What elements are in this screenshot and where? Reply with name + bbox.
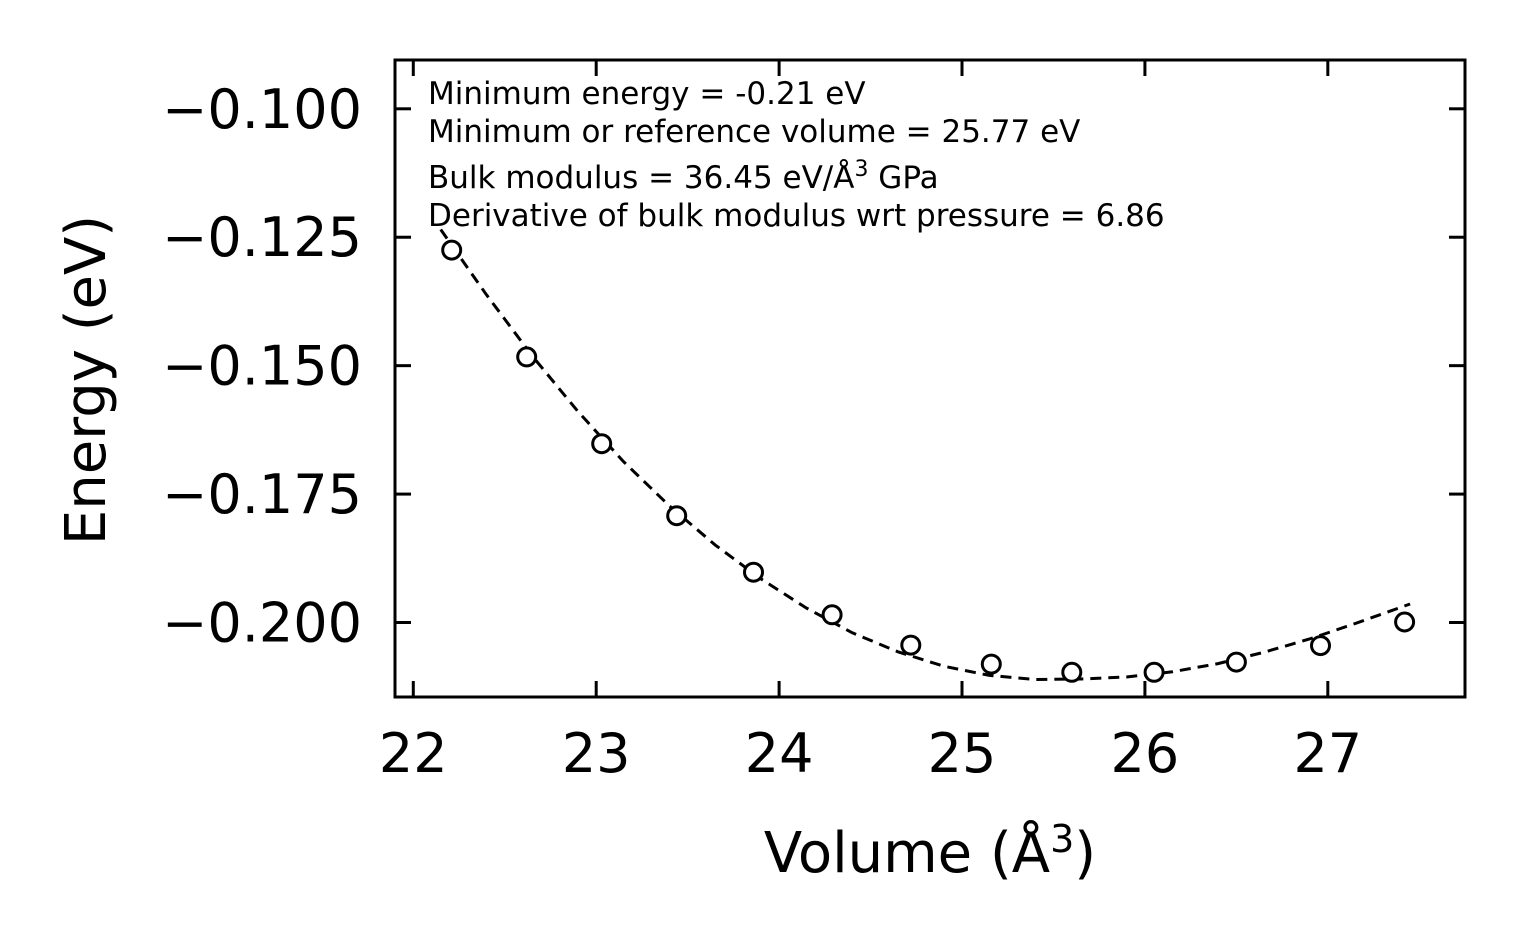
y-tick-label: −0.125 [162,206,362,269]
annotation-min-energy: Minimum energy = -0.21 eV [428,76,866,112]
data-point [1310,635,1331,657]
axis-ticks: 22 23 24 25 26 27 −0.200 −0.175 −0.150 −0.125 −0.1… [162,60,1465,785]
data-point [441,239,463,261]
x-tick-label: 25 [928,722,997,785]
y-axis-title: Energy (eV) [54,215,119,545]
data-point [666,505,688,527]
x-tick-label: 26 [1111,722,1180,785]
data-point [591,433,613,455]
annotation-bulk-modulus-derivative: Derivative of bulk modulus wrt pressure … [428,198,1165,234]
y-tick-label: −0.100 [162,78,362,141]
data-point [821,604,843,626]
y-tick-label: −0.150 [162,335,362,398]
y-tick-label: −0.200 [162,592,362,655]
data-point [980,653,1002,675]
data-point [900,634,922,656]
x-tick-label: 23 [562,722,631,785]
plot-frame [393,58,1467,699]
x-axis-title: Volume (Å3) [764,817,1096,886]
data-point [516,346,538,368]
data-point [743,561,764,583]
plot-marks [439,228,1416,683]
annotation-bulk-modulus: Bulk modulus = 36.45 eV/Å3 GPa [428,157,939,196]
x-tick-label: 27 [1293,722,1362,785]
data-point [1061,661,1083,683]
fit-curve [439,228,1411,682]
y-tick-label: −0.175 [162,463,362,526]
x-tick-label: 22 [379,722,448,785]
data-point [1225,651,1247,673]
data-point [1143,661,1165,683]
x-tick-label: 24 [745,722,814,785]
data-point [1394,611,1416,633]
annotations: Minimum energy = -0.21 eV Minimum or ref… [428,76,1165,234]
annotation-min-volume: Minimum or reference volume = 25.77 eV [428,114,1080,150]
